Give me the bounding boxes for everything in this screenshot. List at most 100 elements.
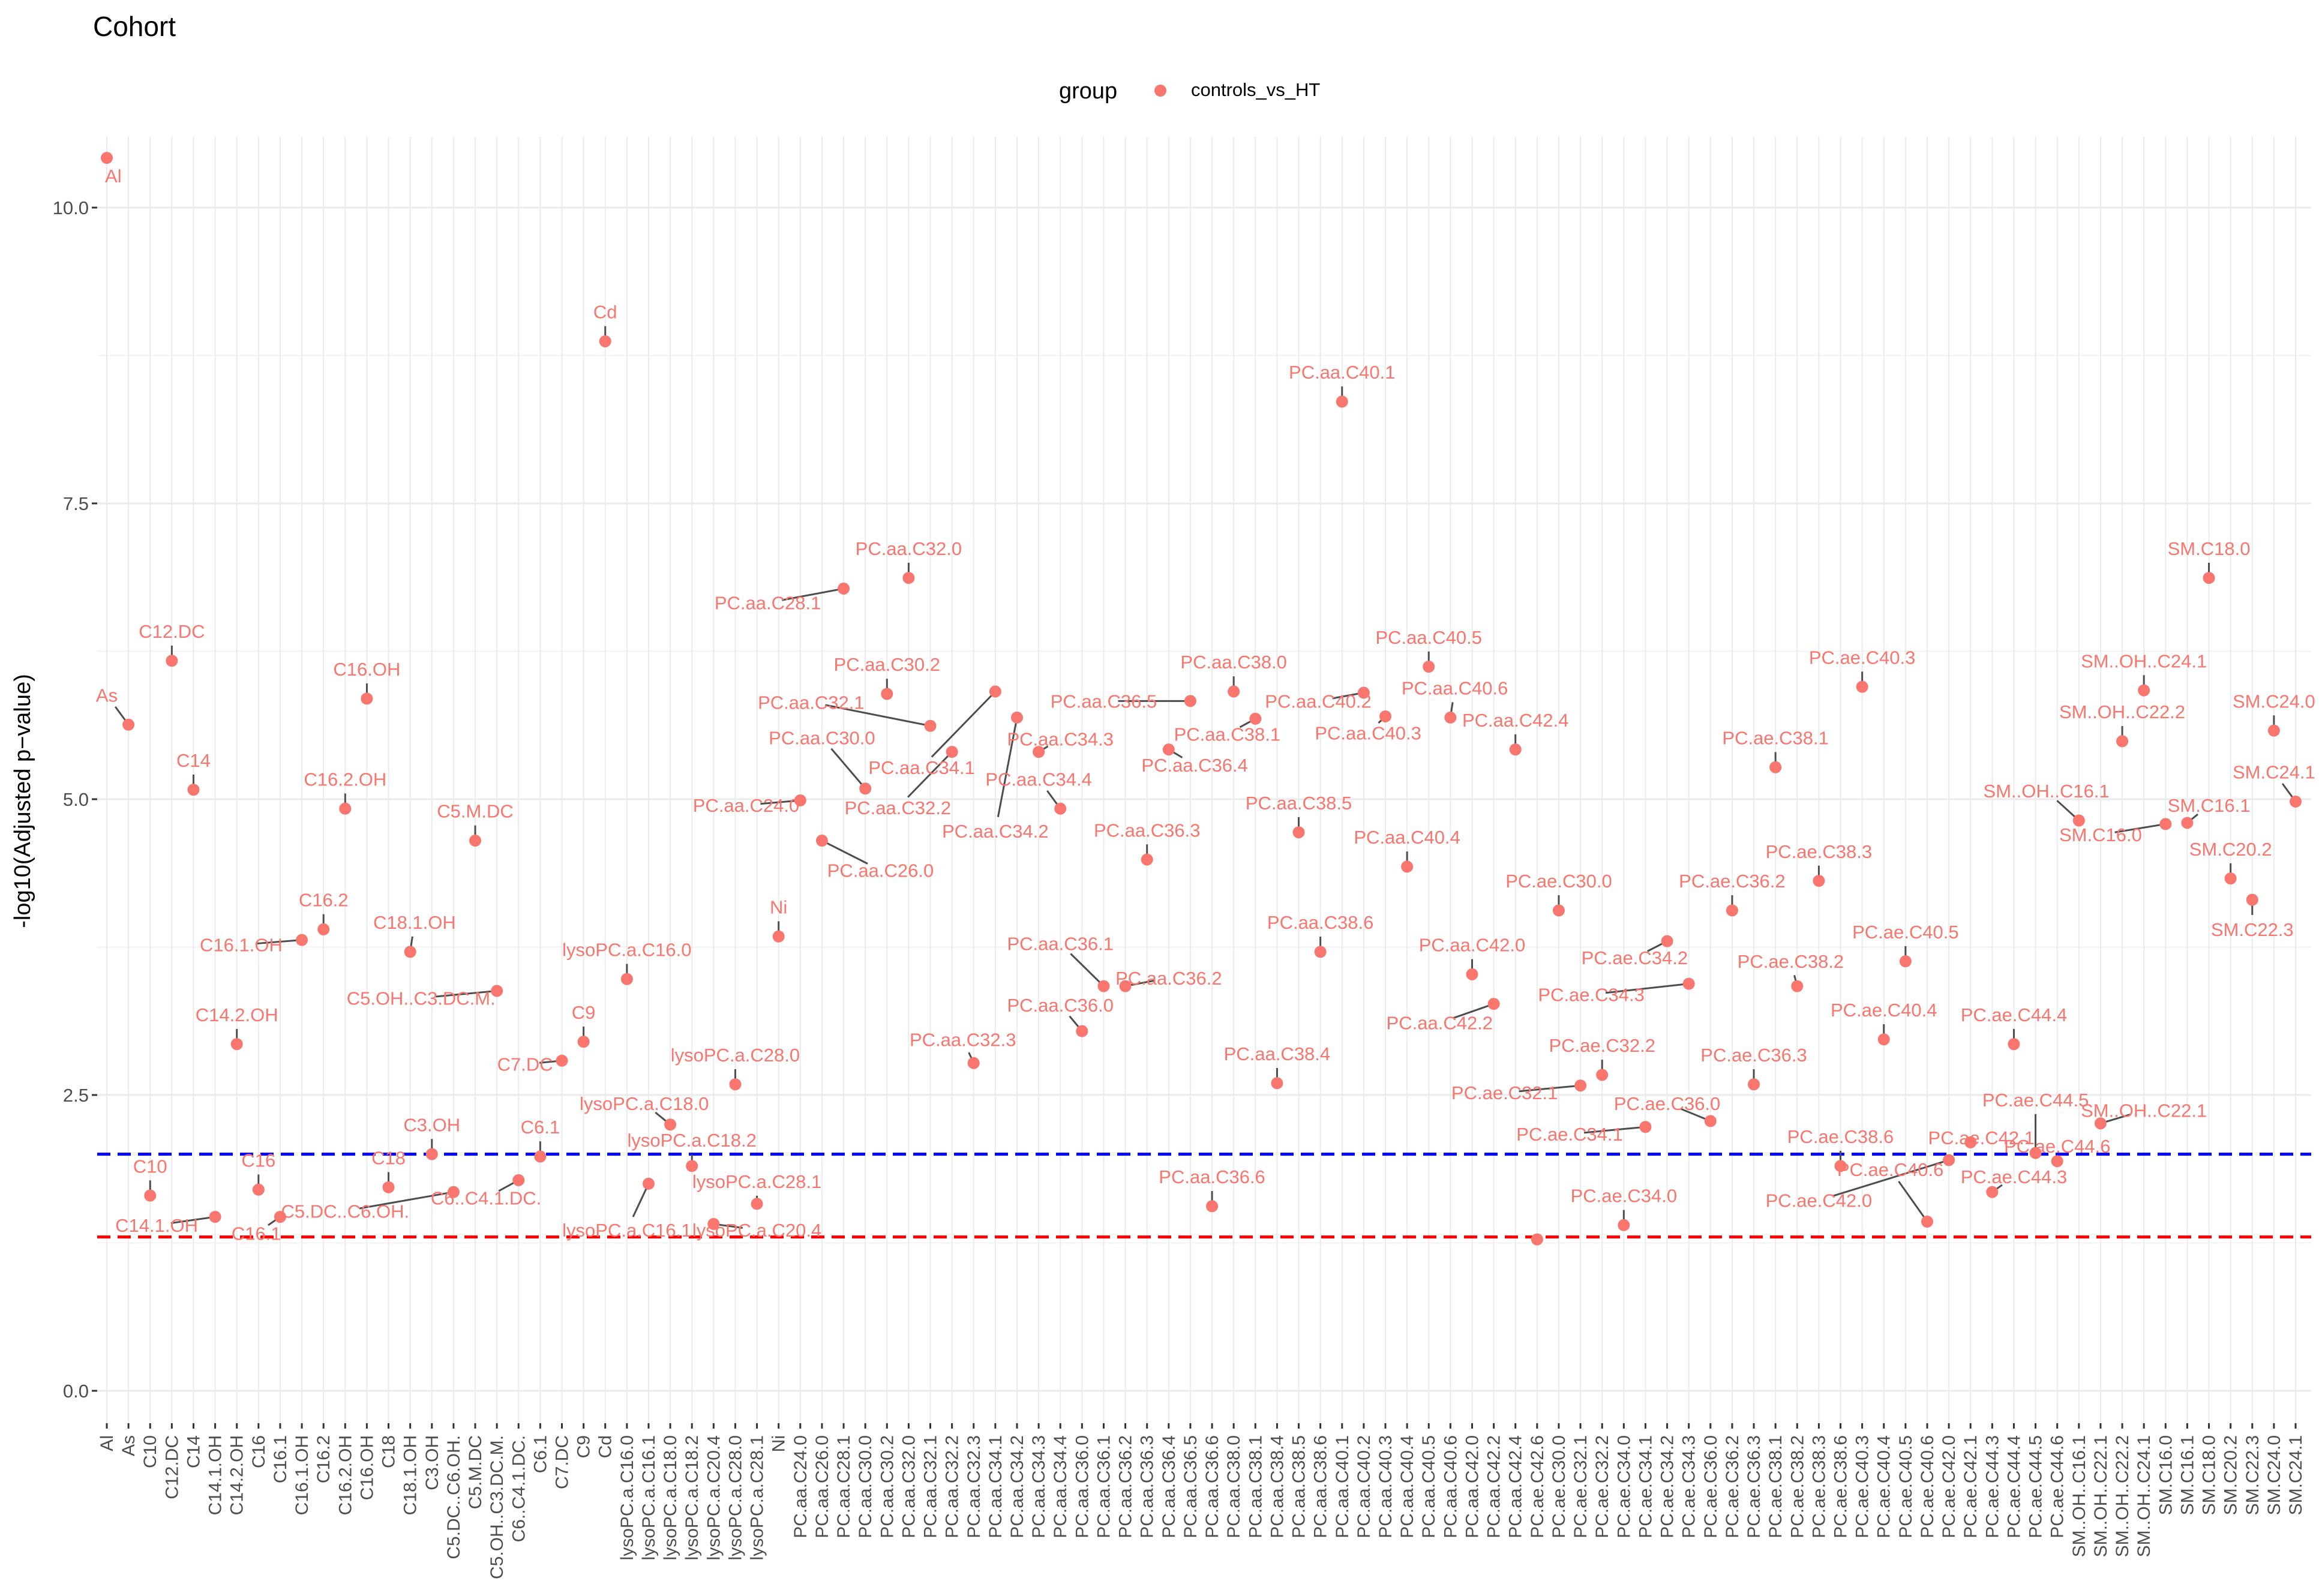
x-tick-label: PC.ae.C30.0 bbox=[1549, 1435, 1569, 1538]
point-label: C16.1.OH bbox=[200, 935, 283, 956]
point-label: C6.1 bbox=[521, 1117, 560, 1138]
data-point bbox=[101, 152, 113, 164]
x-tick-label: SM.C22.3 bbox=[2243, 1435, 2263, 1515]
data-point bbox=[1141, 853, 1153, 866]
point-label: SM.C22.3 bbox=[2211, 919, 2294, 940]
point-label: C16.1 bbox=[232, 1223, 281, 1244]
x-tick-label: PC.ae.C40.3 bbox=[1853, 1435, 1873, 1538]
x-tick-label: PC.aa.C36.6 bbox=[1202, 1435, 1222, 1538]
label-connector bbox=[1605, 983, 1689, 994]
point-label: PC.ae.C38.2 bbox=[1738, 951, 1844, 972]
point-label: C7.DC bbox=[497, 1054, 553, 1075]
point-label: PC.aa.C36.5 bbox=[1051, 691, 1157, 712]
x-tick-label: PC.aa.C32.1 bbox=[921, 1435, 941, 1538]
x-tick-label: PC.ae.C42.6 bbox=[1528, 1435, 1547, 1538]
point-label: PC.aa.C30.2 bbox=[834, 654, 941, 675]
y-tick-label: 10.0 bbox=[53, 197, 89, 218]
data-point bbox=[2290, 795, 2302, 808]
x-tick-label: C5.M.DC bbox=[466, 1435, 485, 1509]
data-point bbox=[859, 782, 872, 795]
data-point bbox=[1877, 1033, 1890, 1046]
point-label: SM..OH..C22.1 bbox=[2081, 1100, 2207, 1121]
x-tick-label: PC.ae.C38.2 bbox=[1787, 1435, 1807, 1538]
data-point bbox=[1726, 904, 1738, 917]
data-point bbox=[1813, 875, 1825, 887]
data-point bbox=[2029, 1147, 2042, 1159]
data-point bbox=[447, 1186, 460, 1198]
data-point bbox=[1899, 955, 1912, 968]
point-label: PC.ae.C36.2 bbox=[1679, 871, 1786, 892]
data-points bbox=[101, 152, 2302, 1246]
data-point bbox=[274, 1211, 286, 1223]
data-point bbox=[729, 1078, 742, 1091]
data-point bbox=[491, 985, 503, 997]
grid-minor bbox=[97, 137, 2311, 1423]
label-connector bbox=[2114, 823, 2166, 833]
label-connector bbox=[760, 799, 800, 805]
data-point bbox=[166, 655, 178, 667]
x-tick-label: PC.aa.C36.3 bbox=[1138, 1435, 1157, 1538]
point-label: C16.2 bbox=[299, 890, 349, 911]
point-label: PC.aa.C30.0 bbox=[769, 727, 875, 748]
point-label: lysoPC.a.C28.1 bbox=[692, 1171, 821, 1192]
point-label: SM.C16.1 bbox=[2168, 795, 2251, 816]
point-label: PC.ae.C42.0 bbox=[1766, 1190, 1873, 1211]
data-point bbox=[902, 572, 915, 584]
x-tick-label: PC.aa.C36.0 bbox=[1072, 1435, 1092, 1538]
data-point bbox=[772, 930, 785, 943]
data-point bbox=[1986, 1186, 1999, 1198]
data-point bbox=[2181, 817, 2194, 829]
x-tick-label: PC.ae.C34.3 bbox=[1679, 1435, 1699, 1538]
data-point bbox=[1921, 1216, 1933, 1228]
point-label: PC.ae.C38.3 bbox=[1766, 841, 1873, 862]
point-label: PC.aa.C42.2 bbox=[1387, 1013, 1493, 1034]
point-label: PC.aa.C40.6 bbox=[1402, 678, 1508, 699]
x-tick-label: lysoPC.a.C18.0 bbox=[661, 1435, 680, 1560]
x-tick-label: PC.aa.C24.0 bbox=[791, 1435, 811, 1538]
x-tick-label: PC.ae.C34.1 bbox=[1636, 1435, 1655, 1538]
point-label: PC.aa.C24.0 bbox=[693, 795, 800, 816]
data-point bbox=[209, 1211, 221, 1223]
data-point bbox=[1249, 712, 1262, 725]
x-tick-label: PC.ae.C36.0 bbox=[1701, 1435, 1721, 1538]
x-tick-label: SM.C20.2 bbox=[2221, 1435, 2241, 1515]
point-label: PC.aa.C28.1 bbox=[715, 593, 821, 614]
point-label: lysoPC.a.C18.2 bbox=[628, 1130, 757, 1151]
data-point bbox=[2051, 1155, 2063, 1168]
point-label: PC.aa.C36.1 bbox=[1007, 934, 1114, 955]
point-label: PC.aa.C32.1 bbox=[758, 692, 865, 713]
x-tick-label: PC.aa.C34.3 bbox=[1029, 1435, 1049, 1538]
label-connector bbox=[1070, 953, 1105, 987]
x-tick-label: lysoPC.a.C16.1 bbox=[639, 1435, 659, 1560]
point-label: PC.ae.C44.5 bbox=[1982, 1090, 2089, 1111]
point-label: PC.ae.C40.3 bbox=[1809, 647, 1916, 668]
data-point bbox=[1791, 980, 1804, 992]
point-label: PC.aa.C34.3 bbox=[1007, 728, 1114, 749]
x-tick-label: Ni bbox=[769, 1435, 789, 1452]
data-point bbox=[252, 1183, 265, 1196]
data-point bbox=[404, 946, 416, 958]
point-label: PC.ae.C40.6 bbox=[1837, 1159, 1944, 1180]
data-point bbox=[1574, 1079, 1587, 1092]
data-point bbox=[946, 746, 958, 758]
point-label: SM.C20.2 bbox=[2189, 839, 2272, 860]
data-point bbox=[144, 1189, 157, 1202]
point-label: PC.aa.C26.0 bbox=[827, 860, 934, 881]
x-tick-label: Al bbox=[97, 1435, 117, 1451]
x-tick-label: PC.aa.C34.1 bbox=[986, 1435, 1006, 1538]
data-point bbox=[1487, 998, 1500, 1010]
label-connector bbox=[1453, 1003, 1495, 1019]
data-point bbox=[1964, 1136, 1977, 1148]
point-label: C6..C4.1.DC. bbox=[431, 1188, 541, 1209]
data-point bbox=[1228, 685, 1240, 698]
x-tick-label: C12.DC bbox=[162, 1435, 182, 1499]
point-label: PC.aa.C36.2 bbox=[1115, 968, 1222, 989]
legend-entry-label: controls_vs_HT bbox=[1191, 79, 1320, 100]
point-label: C10 bbox=[133, 1156, 167, 1177]
point-label: PC.ae.C44.4 bbox=[1961, 1004, 2068, 1025]
x-tick-label: PC.aa.C38.0 bbox=[1224, 1435, 1244, 1538]
point-label: lysoPC.a.C28.0 bbox=[671, 1045, 800, 1066]
data-point bbox=[1314, 946, 1327, 958]
x-tick-label: PC.ae.C44.4 bbox=[2004, 1435, 2024, 1538]
